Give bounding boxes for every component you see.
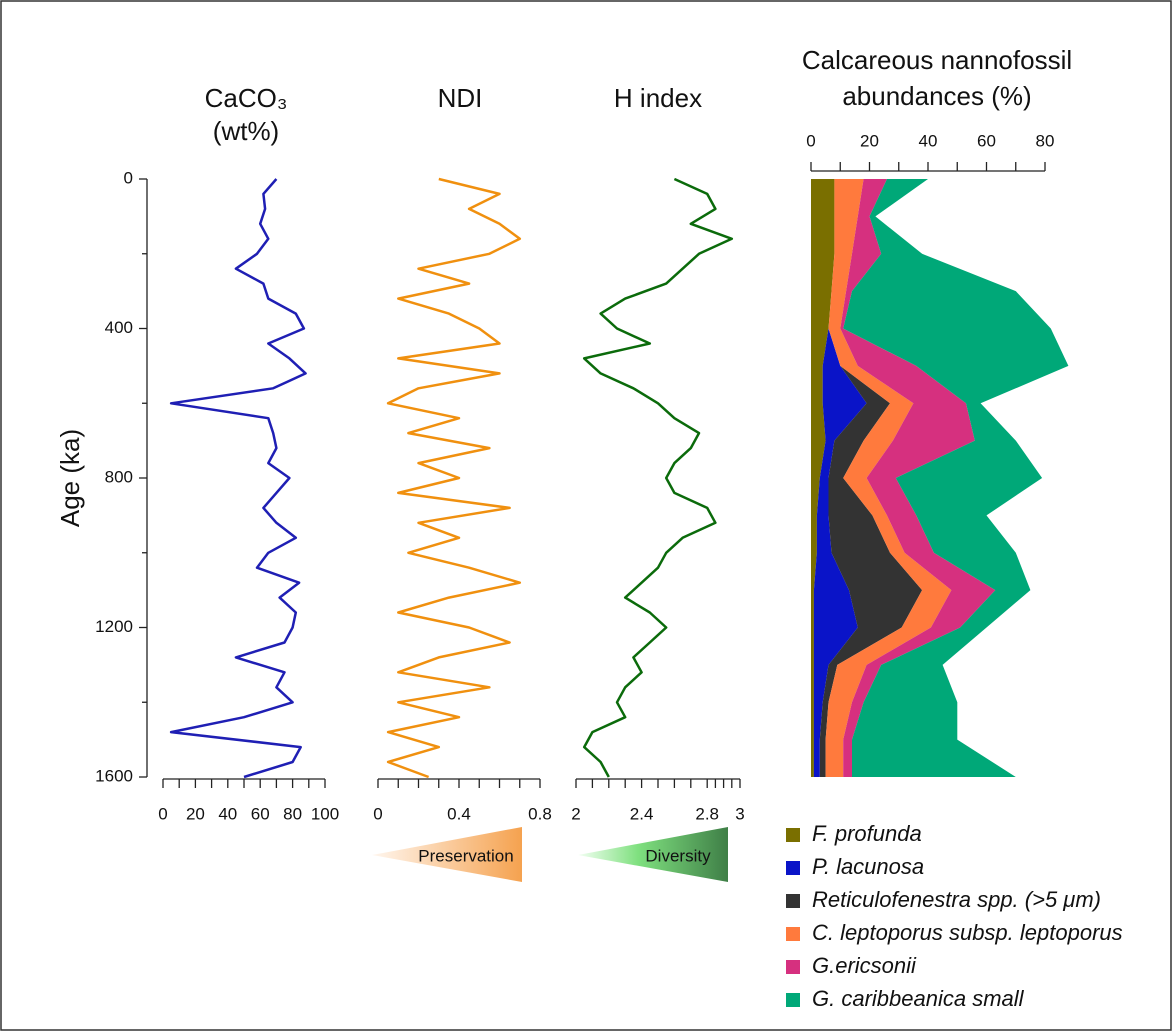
x-tick-label: 60 xyxy=(977,131,996,150)
legend-label: C. leptoporus subsp. leptoporus xyxy=(812,920,1123,945)
legend-swatch xyxy=(786,894,800,908)
x-tick-label: 0.8 xyxy=(528,804,552,823)
x-tick-label: 0 xyxy=(373,804,382,823)
area-segment xyxy=(811,179,835,777)
profile-line xyxy=(582,177,734,778)
legend-swatch xyxy=(786,861,800,875)
panel-title: Calcareous nannofossil xyxy=(802,45,1072,75)
panel-title: (wt%) xyxy=(213,116,279,146)
panel-title: abundances (%) xyxy=(842,81,1031,111)
area-segment xyxy=(843,179,1069,777)
area-segment xyxy=(840,179,996,777)
y-tick-label: 400 xyxy=(105,318,133,337)
x-tick-label: 2.8 xyxy=(695,804,719,823)
x-tick-label: 20 xyxy=(186,804,205,823)
wedge-label: Preservation xyxy=(418,846,513,865)
x-tick-label: 0 xyxy=(158,804,167,823)
legend-label: Reticulofenestra spp. (>5 μm) xyxy=(812,887,1101,912)
legend-label: G. caribbeanica small xyxy=(812,986,1025,1011)
x-tick-label: 3 xyxy=(735,804,744,823)
x-tick-label: 60 xyxy=(251,804,270,823)
x-tick-label: 2 xyxy=(571,804,580,823)
x-tick-label: 80 xyxy=(283,804,302,823)
x-tick-label: 20 xyxy=(860,131,879,150)
area-segment xyxy=(819,179,923,777)
x-tick-label: 0.4 xyxy=(447,804,471,823)
legend-swatch xyxy=(786,993,800,1007)
legend-label: F. profunda xyxy=(812,821,922,846)
diversity-wedge xyxy=(578,827,728,882)
x-tick-label: 80 xyxy=(1036,131,1055,150)
legend-label: G.ericsonii xyxy=(812,953,917,978)
y-tick-label: 800 xyxy=(105,467,133,486)
panel-title: CaCO₃ xyxy=(205,83,288,113)
x-tick-label: 0 xyxy=(806,131,815,150)
x-tick-label: 100 xyxy=(311,804,339,823)
wedge-label: Diversity xyxy=(645,846,711,865)
area-segment xyxy=(813,179,867,777)
x-tick-label: 40 xyxy=(919,131,938,150)
profile-line xyxy=(169,178,307,779)
legend-swatch xyxy=(786,960,800,974)
x-tick-label: 2.4 xyxy=(630,804,654,823)
legend-swatch xyxy=(786,828,800,842)
legend-swatch xyxy=(786,927,800,941)
y-tick-label: 1200 xyxy=(95,617,133,636)
y-tick-label: 0 xyxy=(124,168,133,187)
x-tick-label: 40 xyxy=(218,804,237,823)
profile-line xyxy=(386,177,522,779)
y-tick-label: 1600 xyxy=(95,766,133,785)
panel-title: NDI xyxy=(438,83,483,113)
area-segment xyxy=(825,179,952,777)
y-axis-label: Age (ka) xyxy=(55,429,85,527)
preservation-wedge xyxy=(372,827,522,882)
legend-label: P. lacunosa xyxy=(812,854,924,879)
panel-title: H index xyxy=(614,83,702,113)
